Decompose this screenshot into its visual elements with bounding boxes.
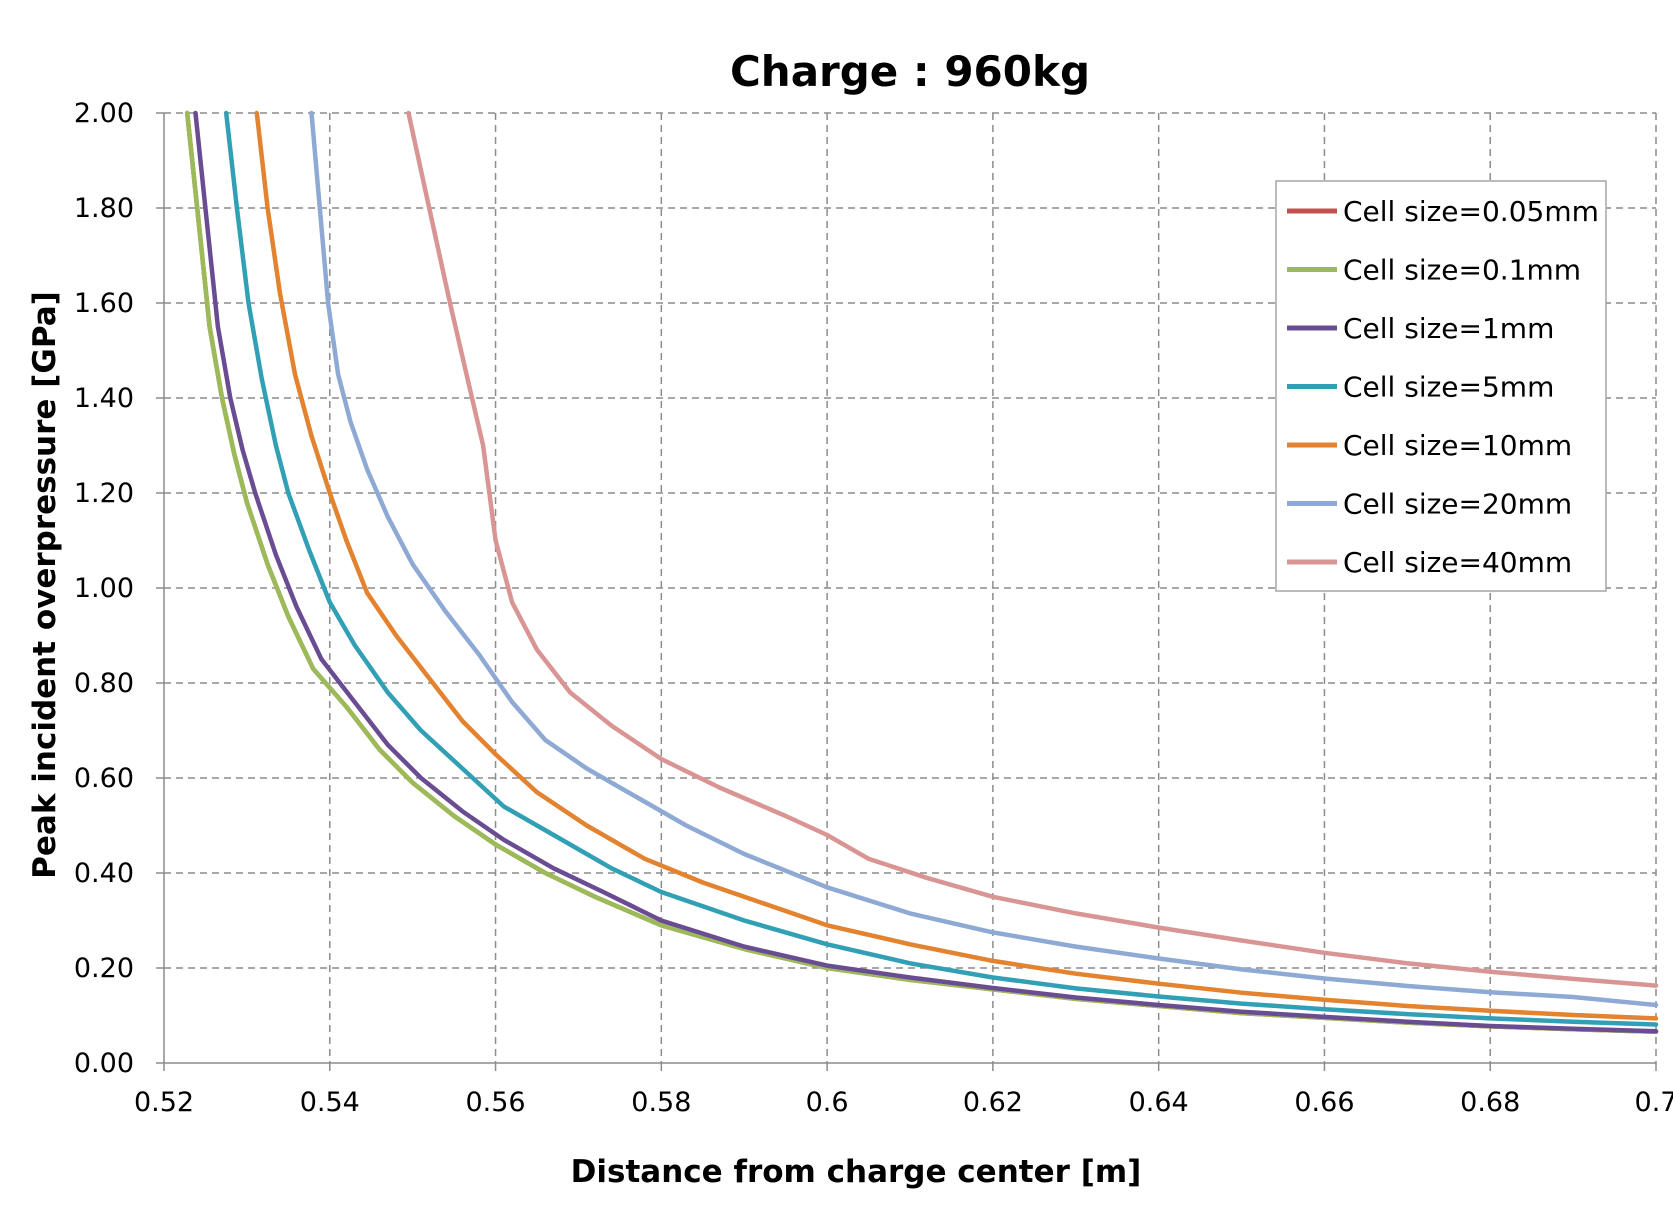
- y-tick-label: 1.40: [74, 383, 134, 414]
- legend-label-4: Cell size=5mm: [1343, 371, 1554, 404]
- series-line-4: [223, 110, 1659, 1027]
- y-tick-label: 1.60: [74, 288, 134, 319]
- y-tick-label: 0.40: [74, 858, 134, 889]
- y-tick-label: 1.20: [74, 478, 134, 509]
- x-tick-label: 0.52: [134, 1087, 194, 1118]
- x-tick-label: 0.54: [300, 1087, 360, 1118]
- series-line-6: [309, 110, 1659, 1008]
- y-tick-label: 0.20: [74, 953, 134, 984]
- x-tick-label: 0.68: [1460, 1087, 1520, 1118]
- legend: Cell size=0.05mm Cell size=0.1mm Cell size…: [1275, 180, 1607, 592]
- x-tick-label: 0.66: [1294, 1087, 1354, 1118]
- x-tick-label: 0.62: [963, 1087, 1023, 1118]
- x-tick-label: 0.7: [1635, 1087, 1673, 1118]
- y-tick-label: 1.00: [74, 573, 134, 604]
- series-line-7: [406, 110, 1659, 988]
- axes: [156, 112, 1657, 1071]
- chart-title: Charge : 960kg: [730, 47, 1090, 96]
- x-tick-label: 0.64: [1129, 1087, 1189, 1118]
- x-tick-label: 0.58: [631, 1087, 691, 1118]
- x-tick-label: 0.56: [465, 1087, 525, 1118]
- y-tick-label: 0.80: [74, 668, 134, 699]
- series-line-5: [254, 110, 1659, 1021]
- legend-label-1: Cell size=0.05mm: [1343, 195, 1599, 228]
- x-axis-title: Distance from charge center [m]: [571, 1154, 1142, 1190]
- series-line-3: [193, 110, 1659, 1034]
- legend-label-7: Cell size=40mm: [1343, 546, 1572, 579]
- legend-label-6: Cell size=20mm: [1343, 488, 1572, 521]
- y-tick-label: 1.80: [74, 193, 134, 224]
- legend-label-5: Cell size=10mm: [1343, 429, 1572, 462]
- tick-labels: 0.00 0.20 0.40 0.60 0.80 1.00 1.20 1.40 1.60 1.80…: [74, 98, 1673, 1118]
- y-tick-label: 0.60: [74, 763, 134, 794]
- y-tick-label: 0.00: [74, 1048, 134, 1079]
- legend-label-2: Cell size=0.1mm: [1343, 254, 1581, 287]
- series-lines: [184, 110, 1659, 1034]
- legend-label-3: Cell size=1mm: [1343, 312, 1554, 345]
- y-tick-label: 2.00: [74, 98, 134, 129]
- x-tick-label: 0.6: [806, 1087, 849, 1118]
- y-axis-title: Peak incident overpressure [GPa]: [27, 291, 63, 879]
